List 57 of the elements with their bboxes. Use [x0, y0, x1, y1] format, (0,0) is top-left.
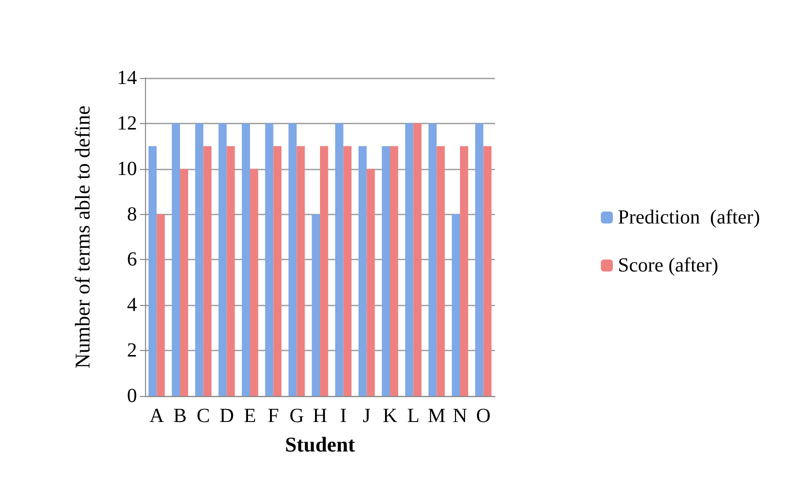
y-tick-label: 0	[127, 385, 137, 407]
x-tick-label: N	[452, 405, 468, 427]
bar	[436, 146, 445, 396]
x-tick-label: L	[407, 405, 420, 427]
bar	[428, 123, 437, 396]
x-tick-label: G	[289, 405, 304, 427]
x-tick-label: E	[244, 405, 256, 427]
bar	[460, 146, 468, 396]
bar	[452, 214, 460, 396]
y-tick-label: 12	[117, 112, 137, 134]
y-tick-label: 2	[127, 340, 137, 362]
x-tick-label: O	[476, 405, 491, 427]
x-tick-label: H	[312, 405, 328, 427]
bar	[320, 146, 328, 396]
y-tick-label: 8	[127, 203, 137, 226]
bar	[203, 146, 212, 396]
bar	[296, 146, 305, 396]
x-tick-label: B	[173, 405, 187, 427]
x-tick-label: C	[196, 405, 210, 427]
bar	[218, 123, 227, 396]
bar	[413, 123, 422, 396]
bar	[366, 168, 375, 396]
bar	[405, 123, 414, 396]
x-tick-label: J	[362, 405, 371, 427]
bar	[172, 123, 180, 396]
x-tick-label: M	[428, 405, 446, 427]
legend-label: Score (after)	[618, 254, 718, 276]
y-tick-label: 10	[117, 158, 137, 180]
y-tick-label: 6	[127, 248, 137, 271]
bar	[273, 146, 282, 396]
bar	[195, 123, 204, 396]
bar	[288, 123, 297, 396]
bar	[343, 146, 352, 396]
legend-label: Prediction (after)	[618, 206, 760, 228]
bar	[382, 146, 390, 396]
bar	[475, 123, 484, 396]
y-axis-title: Number of terms able to define	[70, 106, 94, 368]
y-tick-label: 14	[117, 67, 137, 89]
bar	[335, 123, 344, 396]
bar	[250, 168, 258, 396]
y-tick-label: 4	[127, 294, 137, 316]
bar	[148, 146, 157, 396]
bar	[390, 146, 398, 396]
bar	[226, 146, 235, 396]
bar	[312, 214, 320, 396]
bar	[265, 123, 274, 396]
x-tick-label: D	[219, 405, 234, 427]
bar	[358, 146, 367, 396]
bar	[180, 168, 188, 396]
x-tick-label: I	[340, 405, 347, 427]
x-tick-label: A	[149, 405, 164, 427]
x-axis-title: Student	[284, 432, 356, 456]
x-tick-label: K	[382, 405, 398, 427]
bar	[156, 214, 165, 396]
bar	[483, 146, 492, 396]
bar	[242, 123, 250, 396]
x-tick-label: F	[268, 405, 279, 427]
